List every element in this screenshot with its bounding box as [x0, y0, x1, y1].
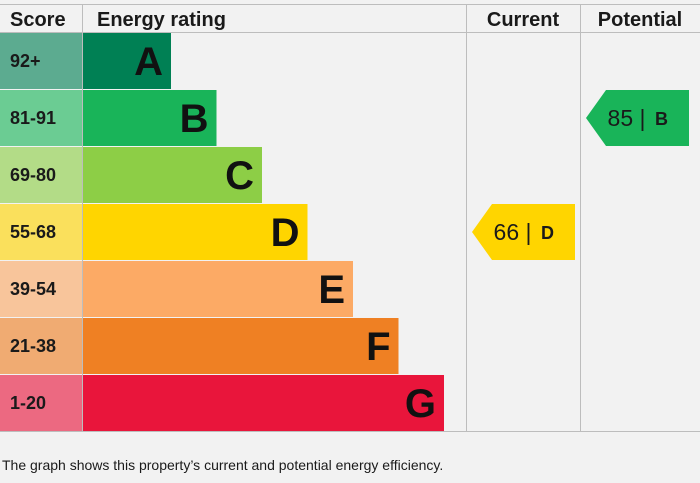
score-cell-f [0, 318, 82, 374]
band-letter-d: D [271, 211, 300, 255]
band-letter-g: G [405, 382, 436, 426]
rating-indicators: 66 | D 85 | B [472, 90, 689, 260]
rating-bands: 92+ A 81-91 B 69-80 C 55-68 D 39-54 E 21-38 F 1-20 G [0, 33, 444, 431]
band-bar-g [83, 375, 444, 431]
current-rating-letter: D [541, 223, 554, 243]
score-label-f: 21-38 [10, 336, 56, 356]
score-cell-c [0, 147, 82, 203]
score-label-a: 92+ [10, 51, 41, 71]
score-label-e: 39-54 [10, 279, 56, 299]
band-bar-a [83, 33, 171, 89]
chart-caption: The graph shows this property’s current … [2, 457, 444, 473]
band-letter-e: E [318, 268, 345, 312]
band-bar-e [83, 261, 353, 317]
band-letter-f: F [366, 325, 390, 369]
score-label-c: 69-80 [10, 165, 56, 185]
grid-lines [0, 4, 700, 432]
rating-column-header: Energy rating [97, 9, 226, 31]
score-label-d: 55-68 [10, 222, 56, 242]
potential-rating-value: 85 | [608, 105, 646, 131]
band-bar-f [83, 318, 399, 374]
score-cell-e [0, 261, 82, 317]
potential-column-header: Potential [598, 9, 682, 31]
band-bar-d [83, 204, 308, 260]
score-cell-a [0, 33, 82, 89]
potential-rating-letter: B [655, 109, 668, 129]
current-rating-value: 66 | [494, 219, 532, 245]
potential-rating-arrow [586, 90, 689, 146]
current-column-header: Current [487, 9, 560, 31]
band-letter-a: A [134, 40, 163, 84]
score-cell-g [0, 375, 82, 431]
score-column-header: Score [10, 9, 66, 31]
band-bar-c [83, 147, 262, 203]
score-label-g: 1-20 [10, 393, 46, 413]
band-bar-b [83, 90, 217, 146]
score-cell-d [0, 204, 82, 260]
current-rating-arrow [472, 204, 575, 260]
score-cell-b [0, 90, 82, 146]
band-letter-b: B [180, 97, 209, 141]
score-label-b: 81-91 [10, 108, 56, 128]
band-letter-c: C [225, 154, 254, 198]
